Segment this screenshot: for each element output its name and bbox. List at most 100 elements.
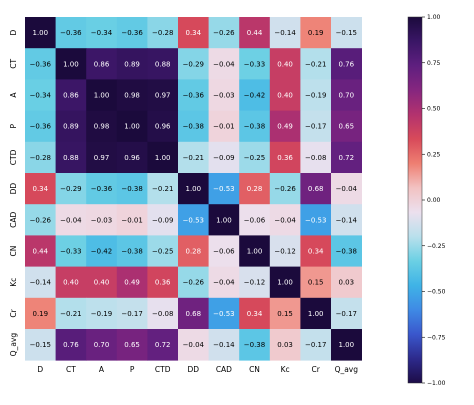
cell-value-label: −0.04 (213, 279, 235, 287)
heatmap-cell-DD-P (116, 173, 148, 205)
y-tick-label: A (9, 92, 18, 98)
heatmap-cell-CT-CTD (147, 48, 179, 80)
heatmap-cell-CTD-P (116, 141, 148, 174)
cell-value-label: −0.53 (183, 216, 204, 224)
heatmap-cell-Q_avg-Cr (300, 329, 332, 361)
heatmap-cell-CTD-A (86, 141, 118, 174)
heatmap-cell-D-D (25, 17, 56, 49)
cell-value-label: −0.42 (244, 92, 265, 100)
colorbar-tick-label: 0.75 (427, 60, 441, 67)
cell-value-label: 1.00 (124, 123, 140, 131)
heatmap-cell-CTD-DD (178, 141, 209, 174)
cell-value-label: −0.04 (336, 185, 358, 193)
heatmap-cell-Kc-Cr (300, 266, 332, 299)
heatmap-cell-CN-Q_avg (331, 235, 362, 267)
heatmap-cell-Cr-D (25, 297, 56, 330)
cell-value-label: −0.34 (30, 92, 52, 100)
cell-value-label: 1.00 (155, 154, 171, 162)
heatmap-cell-P-Kc (269, 110, 301, 143)
cell-value-label: −0.14 (274, 29, 296, 37)
cell-value-label: −0.25 (152, 248, 173, 256)
cell-value-label: 0.36 (155, 279, 171, 287)
heatmap-cell-CTD-Kc (269, 141, 301, 174)
x-tick-label: CN (249, 365, 260, 374)
heatmap-cell-DD-Kc (269, 173, 301, 205)
heatmap-cell-A-Kc (269, 79, 301, 111)
heatmap-cell-Kc-A (86, 266, 118, 299)
x-tick-label: CAD (216, 365, 232, 374)
cell-value-label: −0.36 (91, 185, 113, 193)
cell-value-label: −0.38 (336, 248, 357, 256)
heatmap-cell-Q_avg-Kc (269, 329, 301, 361)
heatmap-cell-P-D (25, 110, 56, 143)
cell-value-label: −0.04 (213, 60, 235, 68)
heatmap-cell-CN-Kc (269, 235, 301, 267)
heatmap-cell-CAD-CN (239, 204, 271, 236)
heatmap-cell-CN-CN (239, 235, 271, 267)
y-tick-label: P (9, 123, 18, 128)
heatmap-cell-CT-CT (55, 48, 87, 80)
heatmap-cell-Cr-Kc (269, 297, 301, 330)
cell-value-label: 0.15 (308, 279, 324, 287)
cell-value-label: 1.00 (339, 341, 355, 349)
heatmap-cell-CN-CTD (147, 235, 179, 267)
cell-value-label: −0.17 (305, 341, 326, 349)
y-tick-labels: D CT A P CTD DD CAD CN Kc Cr Q_avg (9, 29, 18, 356)
cell-value-label: 1.00 (186, 185, 202, 193)
heatmap-cell-A-A (86, 79, 118, 111)
heatmap-cell-CAD-DD (178, 204, 209, 236)
colorbar-tick-label: 0.25 (427, 151, 441, 158)
cell-value-label: −0.38 (183, 123, 204, 131)
cell-value-label: 0.70 (339, 92, 355, 100)
colorbar-tick-label: 0.50 (427, 106, 441, 113)
heatmap-cell-CAD-Cr (300, 204, 332, 236)
cell-value-label: −0.26 (274, 185, 296, 193)
heatmap-cell-CN-A (86, 235, 118, 267)
cell-value-label: 0.65 (124, 341, 140, 349)
cell-value-label: 1.00 (247, 248, 263, 256)
cell-value-label: −0.14 (30, 279, 52, 287)
heatmap-cell-CAD-CAD (208, 204, 240, 236)
cell-value-label: 0.44 (247, 29, 263, 37)
cell-value-label: 0.03 (339, 279, 355, 287)
heatmap-cell-Cr-A (86, 297, 118, 330)
cell-value-label: −0.04 (274, 216, 296, 224)
cell-value-label: 0.88 (155, 60, 171, 68)
heatmap-cell-P-Cr (300, 110, 332, 143)
heatmap-cell-D-P (116, 17, 148, 49)
cell-value-label: 0.96 (124, 154, 140, 162)
cell-value-label: 0.89 (63, 123, 79, 131)
cell-value-label: 0.97 (155, 92, 171, 100)
cell-value-label: 0.68 (308, 185, 324, 193)
cell-value-label: −0.38 (244, 123, 265, 131)
heatmap-cell-A-D (25, 79, 56, 111)
heatmap-cell-P-A (86, 110, 118, 143)
cell-value-label: −0.53 (213, 185, 234, 193)
x-tick-label: A (99, 365, 105, 374)
cell-value-label: 0.89 (124, 60, 140, 68)
heatmap-cell-P-CN (239, 110, 271, 143)
heatmap-cell-D-Kc (269, 17, 301, 49)
cell-value-label: −0.01 (121, 216, 142, 224)
cell-value-label: −0.36 (121, 29, 143, 37)
cell-value-label: 0.15 (277, 310, 293, 318)
cell-value-label: −0.38 (244, 341, 265, 349)
cell-value-label: −0.26 (213, 29, 235, 37)
heatmap-cell-P-CT (55, 110, 87, 143)
heatmap-cell-Q_avg-CAD (208, 329, 240, 361)
x-tick-label: CTD (155, 365, 171, 374)
y-tick-label: CAD (9, 212, 18, 228)
x-tick-label: D (37, 365, 43, 374)
heatmap-cell-DD-Q_avg (331, 173, 362, 205)
heatmap-cell-CAD-P (116, 204, 148, 236)
heatmap-cell-DD-CTD (147, 173, 179, 205)
cell-value-label: −0.25 (244, 154, 265, 162)
heatmap-cell-P-CAD (208, 110, 240, 143)
cell-value-label: −0.12 (274, 248, 295, 256)
heatmap-cell-CTD-Q_avg (331, 141, 362, 174)
cell-value-label: −0.36 (30, 60, 52, 68)
heatmap-cell-CN-P (116, 235, 148, 267)
heatmap-cell-DD-A (86, 173, 118, 205)
heatmap-cell-CT-P (116, 48, 148, 80)
cell-value-label: −0.03 (213, 92, 234, 100)
